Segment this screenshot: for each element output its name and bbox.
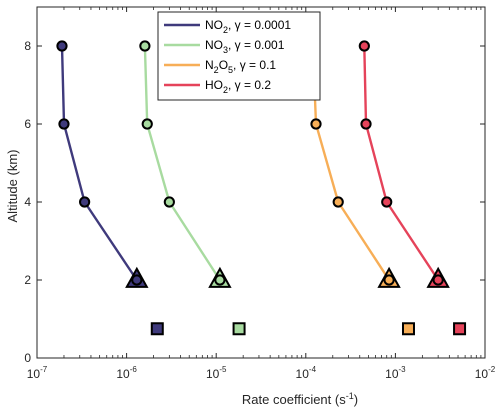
point-marker-1-1 [163,196,175,208]
x-tick-label: 10-4 [296,365,317,381]
x-tick-label: 10-5 [206,365,227,381]
point-marker-2-1 [332,196,344,208]
legend-label-1: NO3, γ = 0.001 [205,38,285,55]
y-axis-title: Altitude (km) [5,150,20,223]
square-marker-1 [232,322,246,336]
legend-label-0: NO2, γ = 0.0001 [205,18,291,35]
y-tick-label: 6 [24,117,31,131]
y-axis: 0 2 4 6 8 [24,39,485,365]
point-marker-1-3 [139,40,151,52]
point-marker-1-2 [141,118,153,130]
square-marker-0 [150,322,164,336]
legend: NO2, γ = 0.0001 NO3, γ = 0.001 N2O5, γ = 0… [157,11,321,101]
x-tick-label: 10-6 [116,365,137,381]
x-axis: 10-7 10-6 10-5 10-4 10-3 10-2 [27,7,496,381]
series-line-3 [363,45,440,281]
series-line-1 [143,45,221,281]
series-line-0 [60,45,138,281]
point-marker-3-2 [360,118,372,130]
point-marker-0-0 [131,274,143,286]
x-tick-label: 10-2 [475,365,496,381]
legend-label-3: HO2, γ = 0.2 [205,78,271,95]
point-marker-0-3 [56,40,68,52]
legend-label-2: N2O5, γ = 0.1 [205,58,276,75]
x-axis-title: Rate coefficient (s-1) [242,391,358,407]
point-marker-1-0 [214,274,226,286]
y-tick-label: 2 [24,273,31,287]
series-layer [60,45,440,281]
y-tick-label: 8 [24,39,31,53]
point-marker-2-2 [310,118,322,130]
point-marker-3-1 [381,196,393,208]
y-tick-label: 0 [24,351,31,365]
y-tick-label: 4 [24,195,31,209]
point-marker-3-3 [358,40,370,52]
x-tick-label: 10-7 [27,365,48,381]
marker-layer [56,40,467,336]
x-tick-label: 10-3 [385,365,406,381]
square-marker-2 [401,322,415,336]
point-marker-2-0 [383,274,395,286]
point-marker-0-2 [58,118,70,130]
square-marker-3 [453,322,467,336]
point-marker-0-1 [79,196,91,208]
point-marker-3-0 [432,274,444,286]
